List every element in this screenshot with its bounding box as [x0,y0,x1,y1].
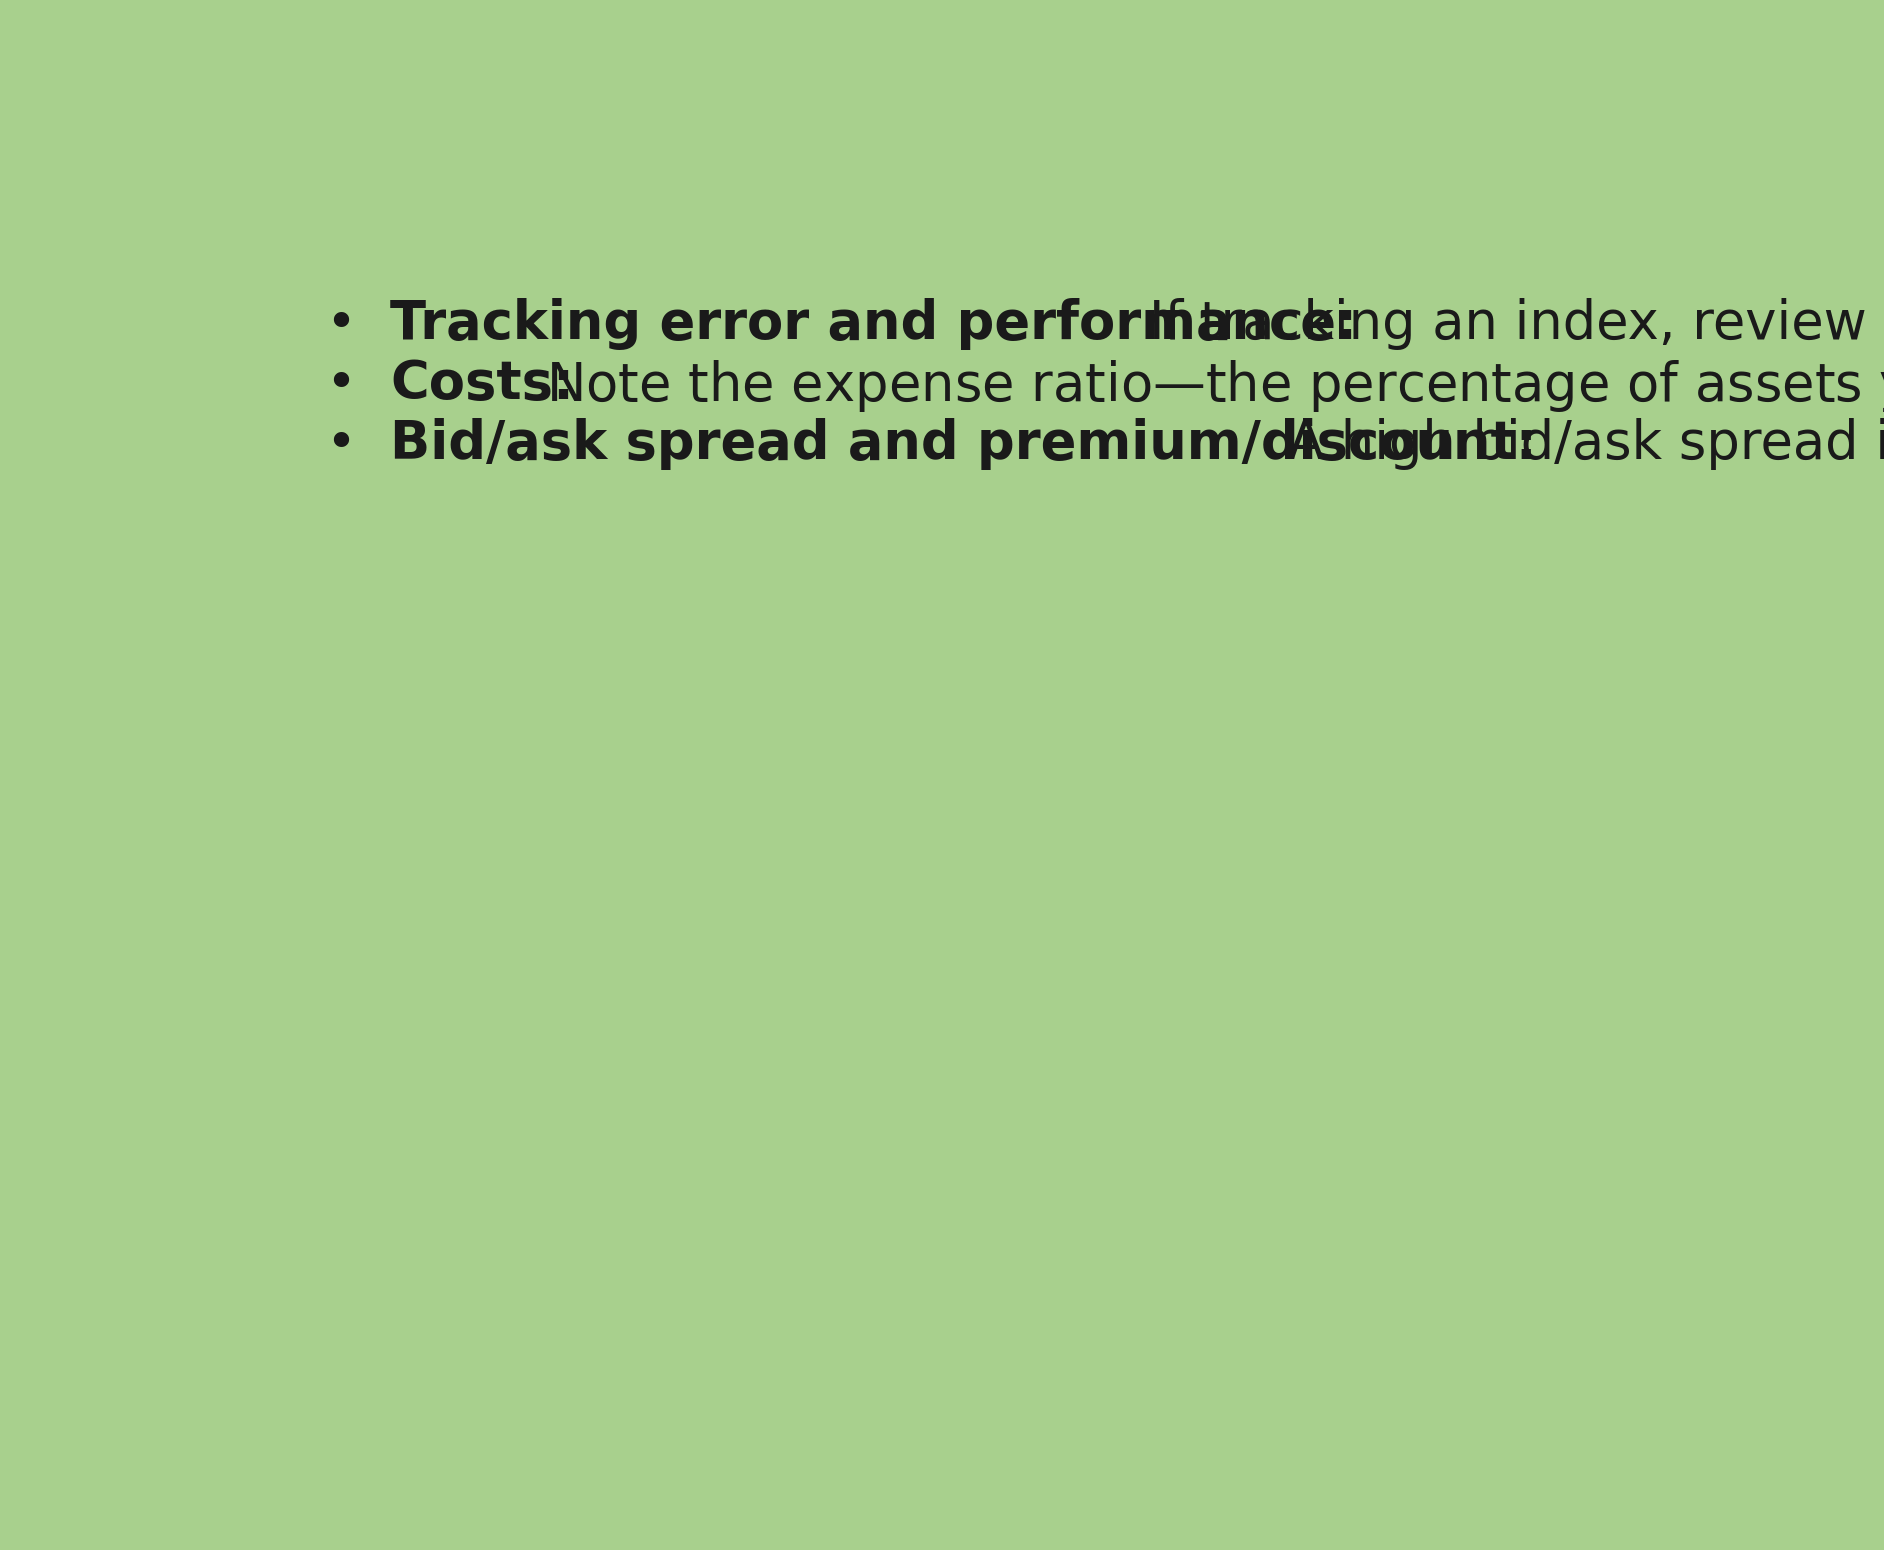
Text: •: • [324,298,356,350]
Text: Costs:: Costs: [390,358,575,409]
Text: •: • [324,358,356,409]
Text: Tracking error and performance:: Tracking error and performance: [390,298,1356,350]
Text: •: • [324,418,356,470]
Text: A high bid/ask spread indicates a bigger gap between the buy price and the sell : A high bid/ask spread indicates a bigger… [1287,418,1884,470]
Text: Bid/ask spread and premium/discount:: Bid/ask spread and premium/discount: [390,418,1537,470]
Text: Note the expense ratio—the percentage of assets you pay to run the fund. If a fu: Note the expense ratio—the percentage of… [546,358,1884,414]
Text: If tracking an index, review how closely the ETF has tracked its index over time: If tracking an index, review how closely… [1149,298,1884,350]
